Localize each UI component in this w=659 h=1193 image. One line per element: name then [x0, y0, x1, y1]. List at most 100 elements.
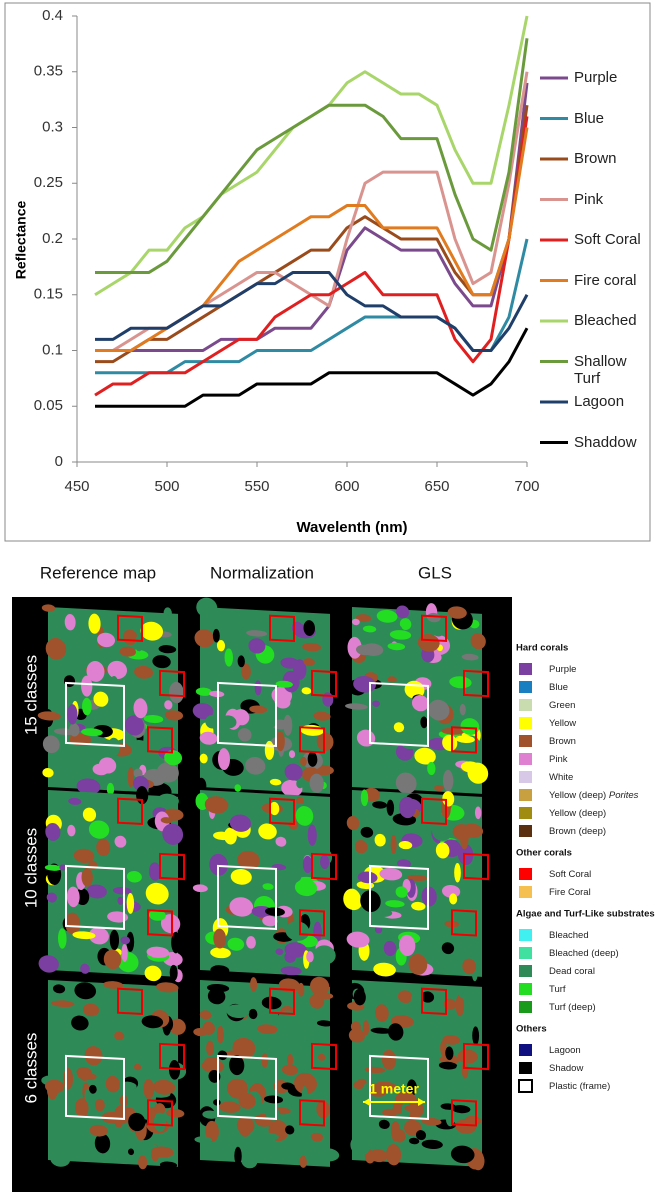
legend-label: Yellow (deep) — [549, 808, 606, 819]
map-texture — [370, 1027, 393, 1034]
map-texture — [101, 993, 119, 1004]
legend-swatch — [519, 1001, 532, 1013]
legend-label: Turf — [549, 984, 566, 995]
map-texture — [275, 730, 285, 752]
map-texture — [164, 700, 173, 710]
legend-heading: Other corals — [516, 848, 572, 859]
map-texture — [313, 711, 331, 721]
map-texture — [346, 815, 360, 831]
map-texture — [345, 893, 362, 911]
map-texture — [283, 714, 293, 736]
map-texture — [234, 784, 242, 792]
highlight-box — [299, 726, 325, 754]
highlight-box — [451, 1099, 477, 1127]
highlight-box — [147, 1099, 173, 1127]
map-figure: Reference map Normalization GLS 15 classes 1… — [12, 563, 659, 1192]
legend-label: Turf — [549, 984, 566, 995]
map-texture — [224, 648, 234, 667]
legend-label: Brown (deep) — [549, 826, 606, 837]
map-texture — [134, 665, 154, 679]
map-texture — [261, 996, 282, 1010]
map-texture — [119, 646, 136, 657]
map-texture — [204, 796, 229, 814]
map-texture — [397, 859, 411, 869]
map-texture — [306, 951, 314, 963]
highlight-box — [147, 909, 173, 937]
column-header: Reference map — [40, 563, 156, 582]
legend-label: Yellow — [549, 718, 576, 729]
highlight-box — [421, 614, 447, 642]
map-base — [48, 790, 178, 977]
map-texture — [199, 753, 208, 764]
legend-label: Pink — [549, 754, 568, 765]
legend-label: Yellow — [549, 718, 576, 729]
map-texture — [238, 1117, 252, 1137]
map-texture — [313, 945, 336, 965]
map-texture — [310, 1132, 323, 1142]
map-texture — [86, 1014, 106, 1027]
series-line — [95, 105, 529, 364]
map-texture — [375, 1004, 389, 1022]
highlight-box — [451, 726, 477, 754]
map-texture — [75, 1098, 89, 1118]
map-texture — [117, 896, 124, 905]
map-texture — [291, 692, 313, 710]
map-texture — [107, 737, 121, 756]
map-texture — [464, 1115, 482, 1126]
map-texture — [220, 715, 237, 729]
map-texture — [307, 824, 317, 846]
map-texture — [64, 614, 76, 631]
map — [37, 604, 185, 801]
map-texture — [259, 1132, 279, 1141]
map-texture — [130, 740, 148, 748]
map-texture — [389, 630, 412, 640]
legend-label: Lagoon — [574, 393, 625, 410]
map-texture — [314, 992, 334, 1000]
legend-label: Purple — [549, 664, 576, 675]
map-texture — [81, 728, 103, 737]
highlight-box — [117, 987, 143, 1015]
highlight-box — [159, 852, 185, 881]
map-texture — [92, 763, 109, 776]
map-texture — [429, 718, 437, 740]
map-texture — [280, 966, 302, 976]
map-texture — [316, 1148, 340, 1162]
map-texture — [296, 779, 304, 789]
map-texture — [280, 657, 300, 669]
map-texture — [230, 868, 252, 885]
map-texture — [227, 937, 245, 951]
map-texture — [49, 627, 57, 636]
plastic-frame — [217, 681, 277, 748]
map-texture — [276, 1010, 299, 1033]
map-texture — [434, 784, 444, 792]
legend-label: Fire Coral — [549, 887, 591, 898]
map-texture — [462, 958, 477, 975]
map-texture — [88, 927, 109, 945]
map-texture — [353, 1081, 365, 1090]
map — [193, 976, 340, 1169]
map-texture — [285, 921, 310, 941]
map-texture — [369, 1149, 388, 1163]
map-texture — [285, 1125, 295, 1135]
map-texture — [169, 1018, 186, 1035]
map-texture — [226, 1078, 248, 1099]
map-texture — [360, 826, 374, 838]
legend-label: Green — [549, 700, 575, 711]
map-texture — [351, 618, 360, 626]
map-texture — [42, 768, 54, 778]
map-texture — [67, 704, 78, 725]
legend-swatch — [519, 699, 532, 711]
map-texture — [199, 731, 218, 745]
legend-swatch — [519, 807, 532, 819]
legend-swatch — [519, 965, 532, 977]
map-texture — [301, 687, 312, 695]
map-texture — [143, 714, 164, 724]
legend-label: Pink — [549, 754, 568, 765]
legend-label: White — [549, 772, 573, 783]
map-texture — [294, 879, 318, 897]
map-texture — [210, 947, 231, 959]
map-texture — [57, 928, 67, 949]
map-texture — [88, 613, 101, 634]
highlight-box — [117, 614, 143, 642]
map-texture — [126, 893, 135, 914]
